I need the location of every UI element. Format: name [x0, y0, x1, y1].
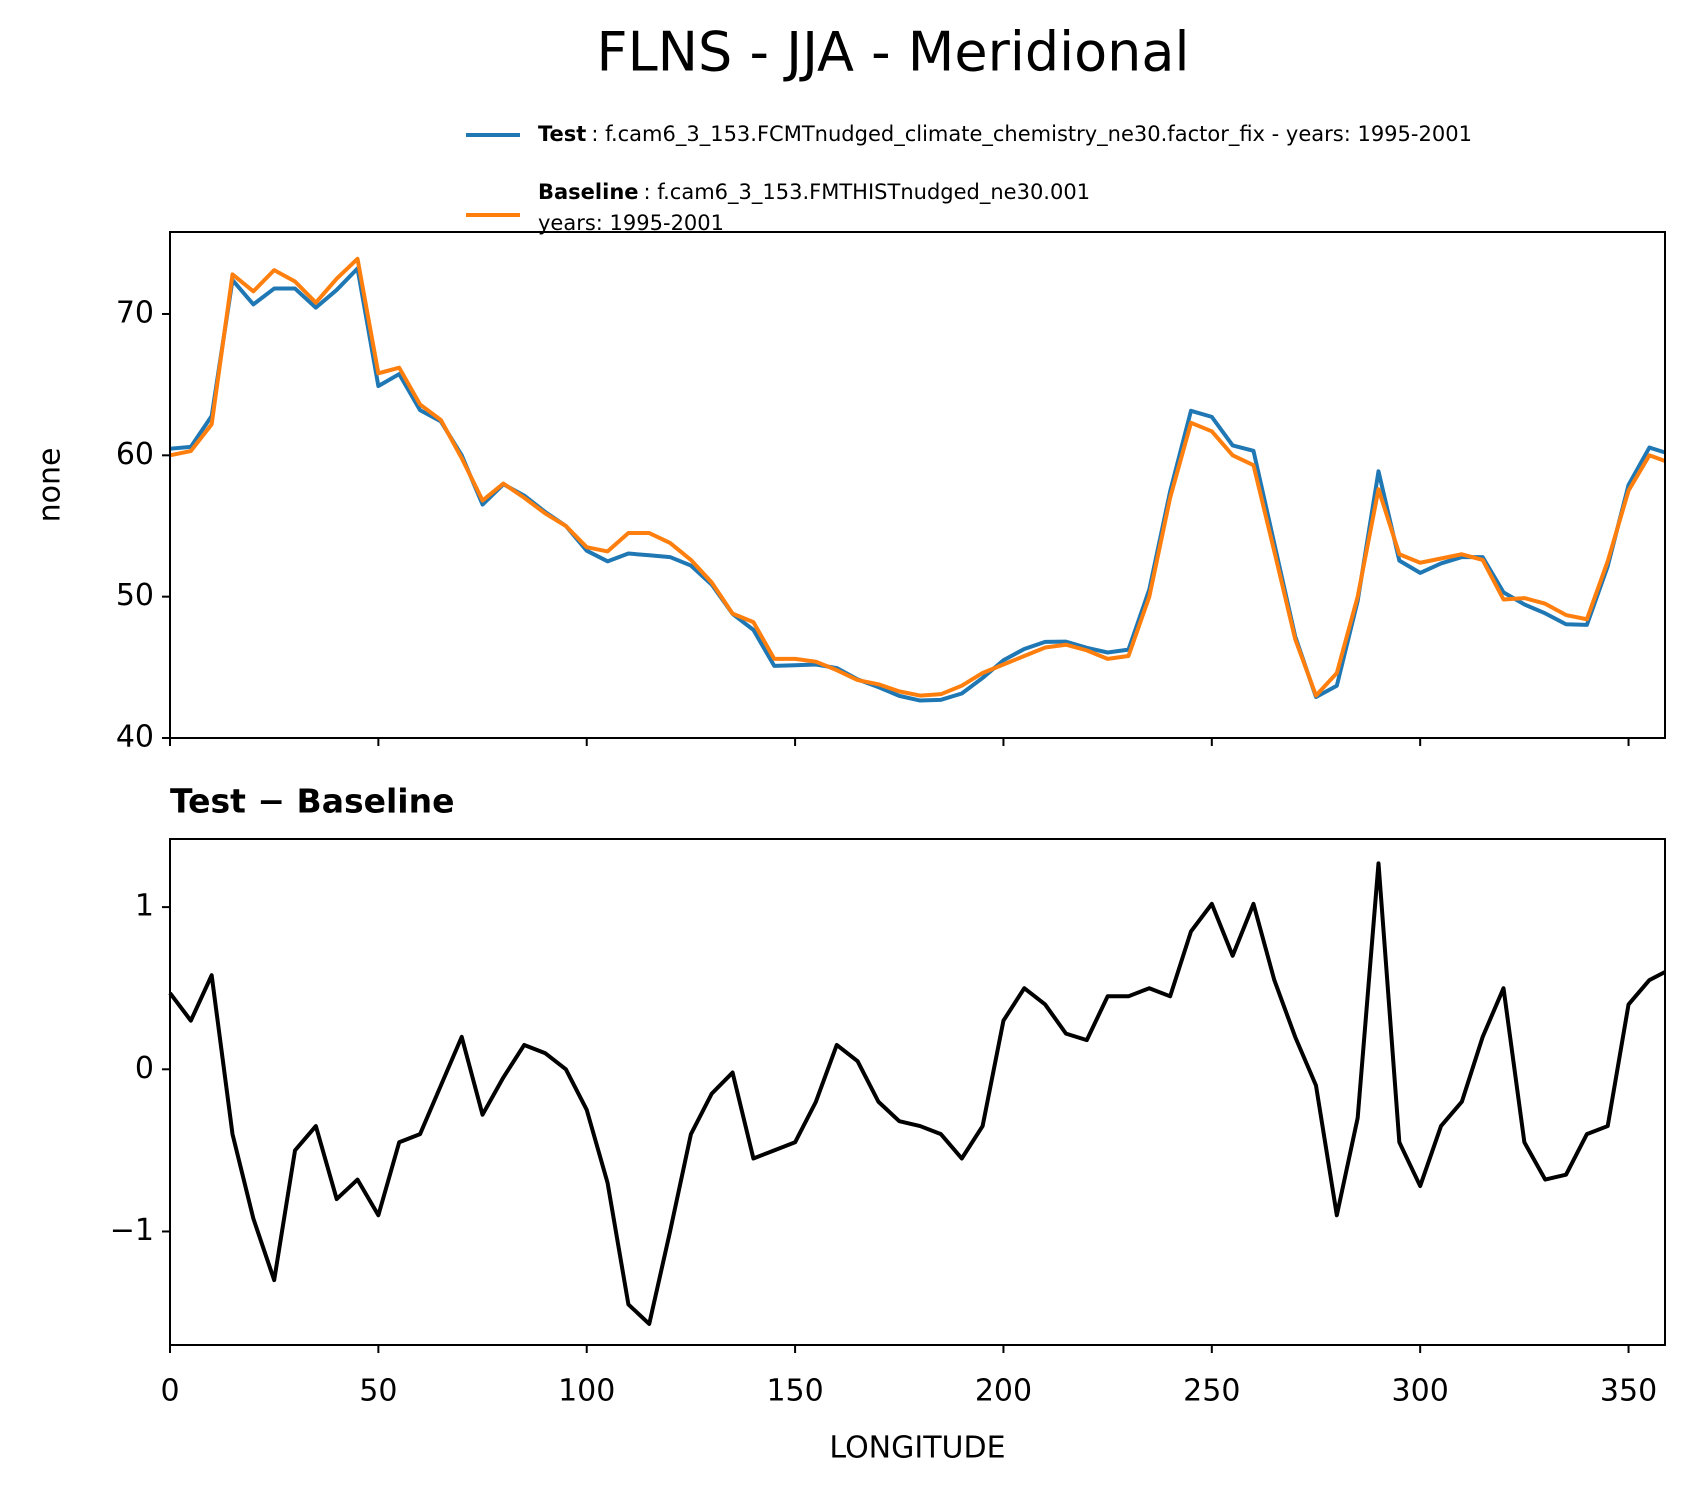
legend-name: Baseline: [538, 180, 639, 204]
x-tick-label: 200: [975, 1374, 1032, 1409]
x-axis-label: LONGITUDE: [829, 1431, 1005, 1466]
legend-description: : f.cam6_3_153.FMTHISTnudged_ne30.001: [644, 180, 1091, 205]
x-tick-label: 150: [766, 1374, 823, 1409]
y-tick-label: 50: [116, 578, 154, 613]
y-axis-label: none: [33, 448, 68, 523]
axes-frame: [169, 231, 1666, 739]
legend-description: : f.cam6_3_153.FCMTnudged_climate_chemis…: [591, 122, 1472, 147]
legend-name: Test: [538, 122, 586, 146]
x-tick-label: 0: [160, 1374, 179, 1409]
y-tick-label: 0: [135, 1051, 154, 1086]
axes-title: Test − Baseline: [170, 782, 455, 821]
data-line: [169, 256, 1666, 698]
y-tick-label: 60: [116, 437, 154, 472]
y-tick-label: −1: [110, 1213, 154, 1248]
data-line: [169, 266, 1666, 703]
legend-entry: Test: f.cam6_3_153.FCMTnudged_climate_ch…: [538, 122, 1472, 147]
data-line: [168, 861, 1666, 1326]
y-tick-label: 1: [135, 889, 154, 924]
x-tick-label: 350: [1600, 1374, 1657, 1409]
x-tick-label: 250: [1183, 1374, 1240, 1409]
figure-title: FLNS - JJA - Meridional: [597, 21, 1190, 84]
y-tick-label: 70: [116, 295, 154, 330]
y-tick-label: 40: [116, 720, 154, 755]
x-tick-label: 50: [359, 1374, 397, 1409]
legend-entry: Baseline: f.cam6_3_153.FMTHISTnudged_ne3…: [538, 180, 1090, 205]
legend-description-line: years: 1995-2001: [538, 211, 724, 235]
axes-frame: [169, 838, 1666, 1346]
x-tick-label: 300: [1392, 1374, 1449, 1409]
x-tick-label: 100: [558, 1374, 615, 1409]
